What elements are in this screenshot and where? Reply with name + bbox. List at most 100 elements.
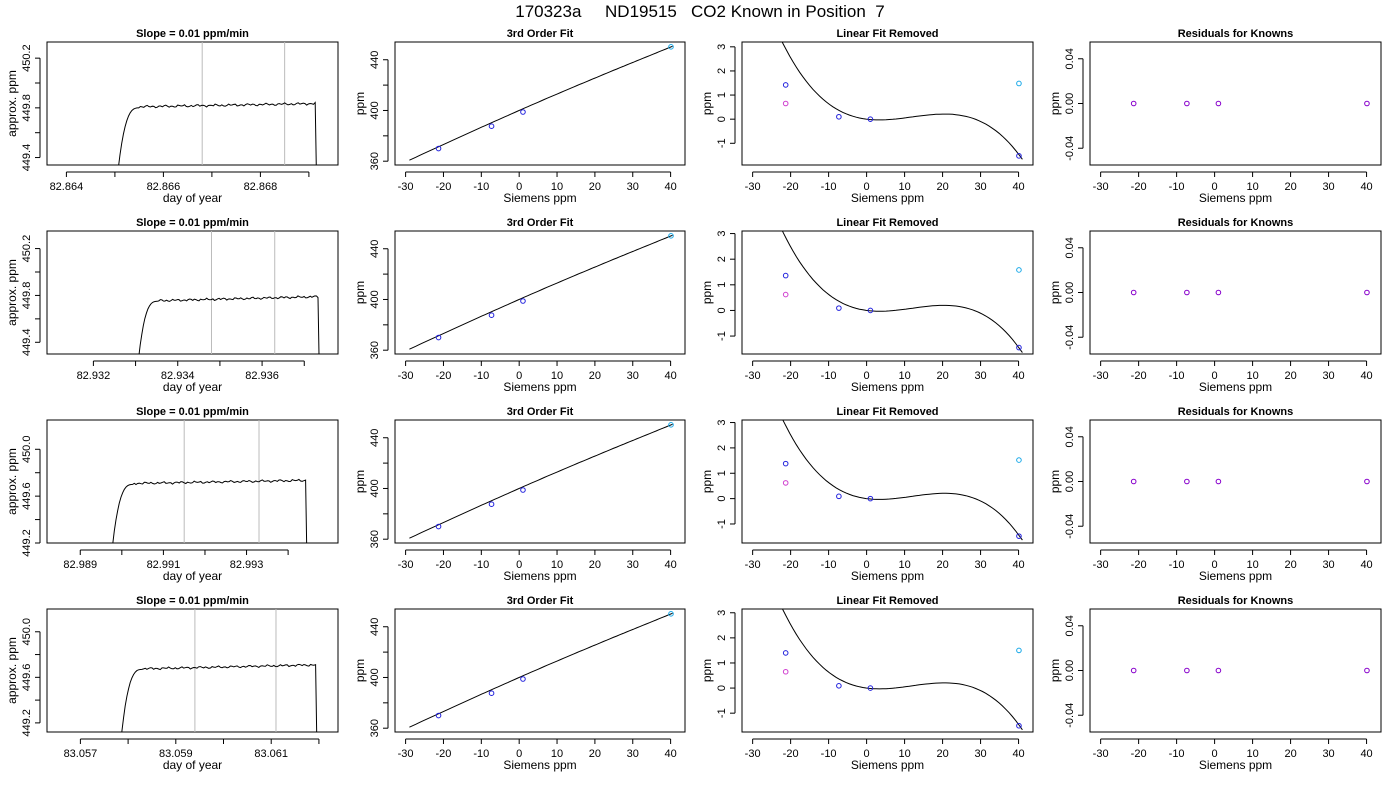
- plot-frame: [46, 608, 339, 733]
- y-axis: 360 400 440: [369, 240, 389, 359]
- x-tick-label: 10: [551, 370, 563, 382]
- x-tick-label: 40: [1012, 559, 1024, 571]
- x-tick-label: -10: [1169, 559, 1185, 571]
- x-tick-label: -10: [1169, 370, 1185, 382]
- fit-curve: [781, 42, 1023, 160]
- x-tick-label: 30: [627, 559, 639, 571]
- x-tick-label: -20: [783, 559, 799, 571]
- x-tick-label: 0: [1212, 370, 1218, 382]
- x-tick-label: -10: [473, 181, 489, 193]
- y-tick-label: 1: [716, 470, 728, 476]
- data-point: [867, 307, 874, 314]
- x-tick-label: 30: [1322, 370, 1334, 382]
- y-axis-label: ppm: [700, 470, 714, 493]
- data-point: [867, 495, 874, 502]
- x-axis-label: Siemens ppm: [1199, 380, 1272, 394]
- x-axis-label: Siemens ppm: [503, 380, 576, 394]
- y-tick-label: 400: [369, 101, 381, 119]
- y-tick-label: 449.4: [21, 329, 33, 357]
- x-tick-label: 82.936: [245, 370, 279, 382]
- x-tick-label: 10: [551, 748, 563, 760]
- data-point: [1364, 667, 1370, 674]
- x-tick-label: -20: [436, 559, 452, 571]
- x-tick-label: -20: [1131, 181, 1147, 193]
- x-tick-label: -10: [821, 559, 837, 571]
- data-point: [520, 487, 526, 493]
- y-axis: -1 0 1 2 3: [716, 44, 736, 148]
- panel-residuals-3: Residuals for Knowns -30 -20 -10 0 10 20 30 40 Si…: [1048, 406, 1382, 583]
- y-axis-label: ppm: [700, 281, 714, 304]
- x-tick-label: -30: [745, 181, 761, 193]
- x-tick-label: -10: [473, 370, 489, 382]
- plot-frame: [1089, 41, 1382, 166]
- plot-area: [409, 233, 674, 350]
- x-axis-label: Siemens ppm: [1199, 191, 1272, 205]
- x-tick-label: 20: [936, 748, 948, 760]
- x-tick-label: -30: [398, 370, 414, 382]
- x-tick-label: 10: [898, 370, 910, 382]
- plot-area: [112, 420, 308, 543]
- y-tick-label: 1: [716, 660, 728, 666]
- x-axis: -30 -20 -10 0 10 20 30 40: [398, 360, 677, 382]
- plot-frame: [46, 230, 339, 355]
- y-tick-label: 0.04: [1064, 615, 1076, 636]
- data-point: [1364, 100, 1370, 107]
- y-axis: 360 400 440: [369, 51, 389, 170]
- x-axis: -30 -20 -10 0 10 20 30 40: [1093, 549, 1373, 571]
- x-tick-label: 82.991: [147, 559, 181, 571]
- x-tick-label: 0: [1212, 748, 1218, 760]
- x-tick-label: 83.059: [159, 748, 193, 760]
- y-tick-label: -1: [716, 331, 728, 341]
- x-axis-label: Siemens ppm: [503, 758, 576, 772]
- panel-residuals-4: Residuals for Knowns -30 -20 -10 0 10 20 30 40 Si…: [1048, 595, 1382, 772]
- plot-area: [121, 609, 318, 732]
- data-point: [782, 100, 789, 107]
- y-tick-label: 440: [369, 51, 381, 69]
- y-axis: -0.04 0.00 0.04: [1064, 615, 1084, 728]
- y-axis-label: ppm: [1048, 659, 1062, 682]
- data-point: [836, 493, 842, 500]
- plot-frame: [741, 41, 1034, 166]
- x-tick-label: 82.934: [161, 370, 195, 382]
- x-tick-label: 10: [551, 181, 563, 193]
- x-axis: 82.932 82.934 82.936: [77, 360, 305, 382]
- y-axis-label: ppm: [700, 92, 714, 115]
- plot-frame: [1089, 230, 1382, 355]
- plot-area: [118, 42, 317, 165]
- y-tick-label: 0: [716, 116, 728, 122]
- data-point: [782, 82, 789, 88]
- x-tick-label: -20: [1131, 748, 1147, 760]
- x-tick-label: -20: [436, 181, 452, 193]
- plot-frame: [394, 608, 686, 733]
- data-point: [1215, 289, 1222, 296]
- panel-title: Slope = 0.01 ppm/min: [136, 406, 249, 418]
- x-tick-label: 20: [936, 370, 948, 382]
- y-tick-label: 400: [369, 668, 381, 686]
- data-point: [1364, 289, 1370, 296]
- x-tick-label: 40: [664, 559, 676, 571]
- y-tick-label: 449.6: [21, 482, 33, 510]
- data-point: [1016, 647, 1022, 654]
- x-tick-label: 0: [516, 181, 522, 193]
- data-point: [520, 109, 526, 115]
- x-tick-label: 40: [1360, 559, 1372, 571]
- trace-line: [118, 101, 317, 165]
- panel-residuals-1: Residuals for Knowns -30 -20 -10 0 10 20 30 40 Si…: [1048, 28, 1382, 205]
- data-point: [435, 712, 442, 719]
- y-tick-label: 449.6: [21, 664, 33, 692]
- data-point: [782, 650, 789, 656]
- y-tick-label: 0: [716, 496, 728, 502]
- x-tick-label: 0: [864, 181, 870, 193]
- data-point: [1184, 289, 1190, 296]
- x-tick-label: 40: [664, 181, 676, 193]
- x-tick-label: 82.993: [230, 559, 264, 571]
- x-axis-label: Siemens ppm: [503, 191, 576, 205]
- data-point: [867, 685, 874, 691]
- panel-title: Linear Fit Removed: [836, 595, 938, 607]
- x-tick-label: 40: [664, 370, 676, 382]
- x-tick-label: -10: [1169, 181, 1185, 193]
- y-tick-label: 440: [369, 618, 381, 636]
- data-point: [1184, 100, 1190, 107]
- x-tick-label: 40: [664, 748, 676, 760]
- x-tick-label: 20: [1284, 370, 1296, 382]
